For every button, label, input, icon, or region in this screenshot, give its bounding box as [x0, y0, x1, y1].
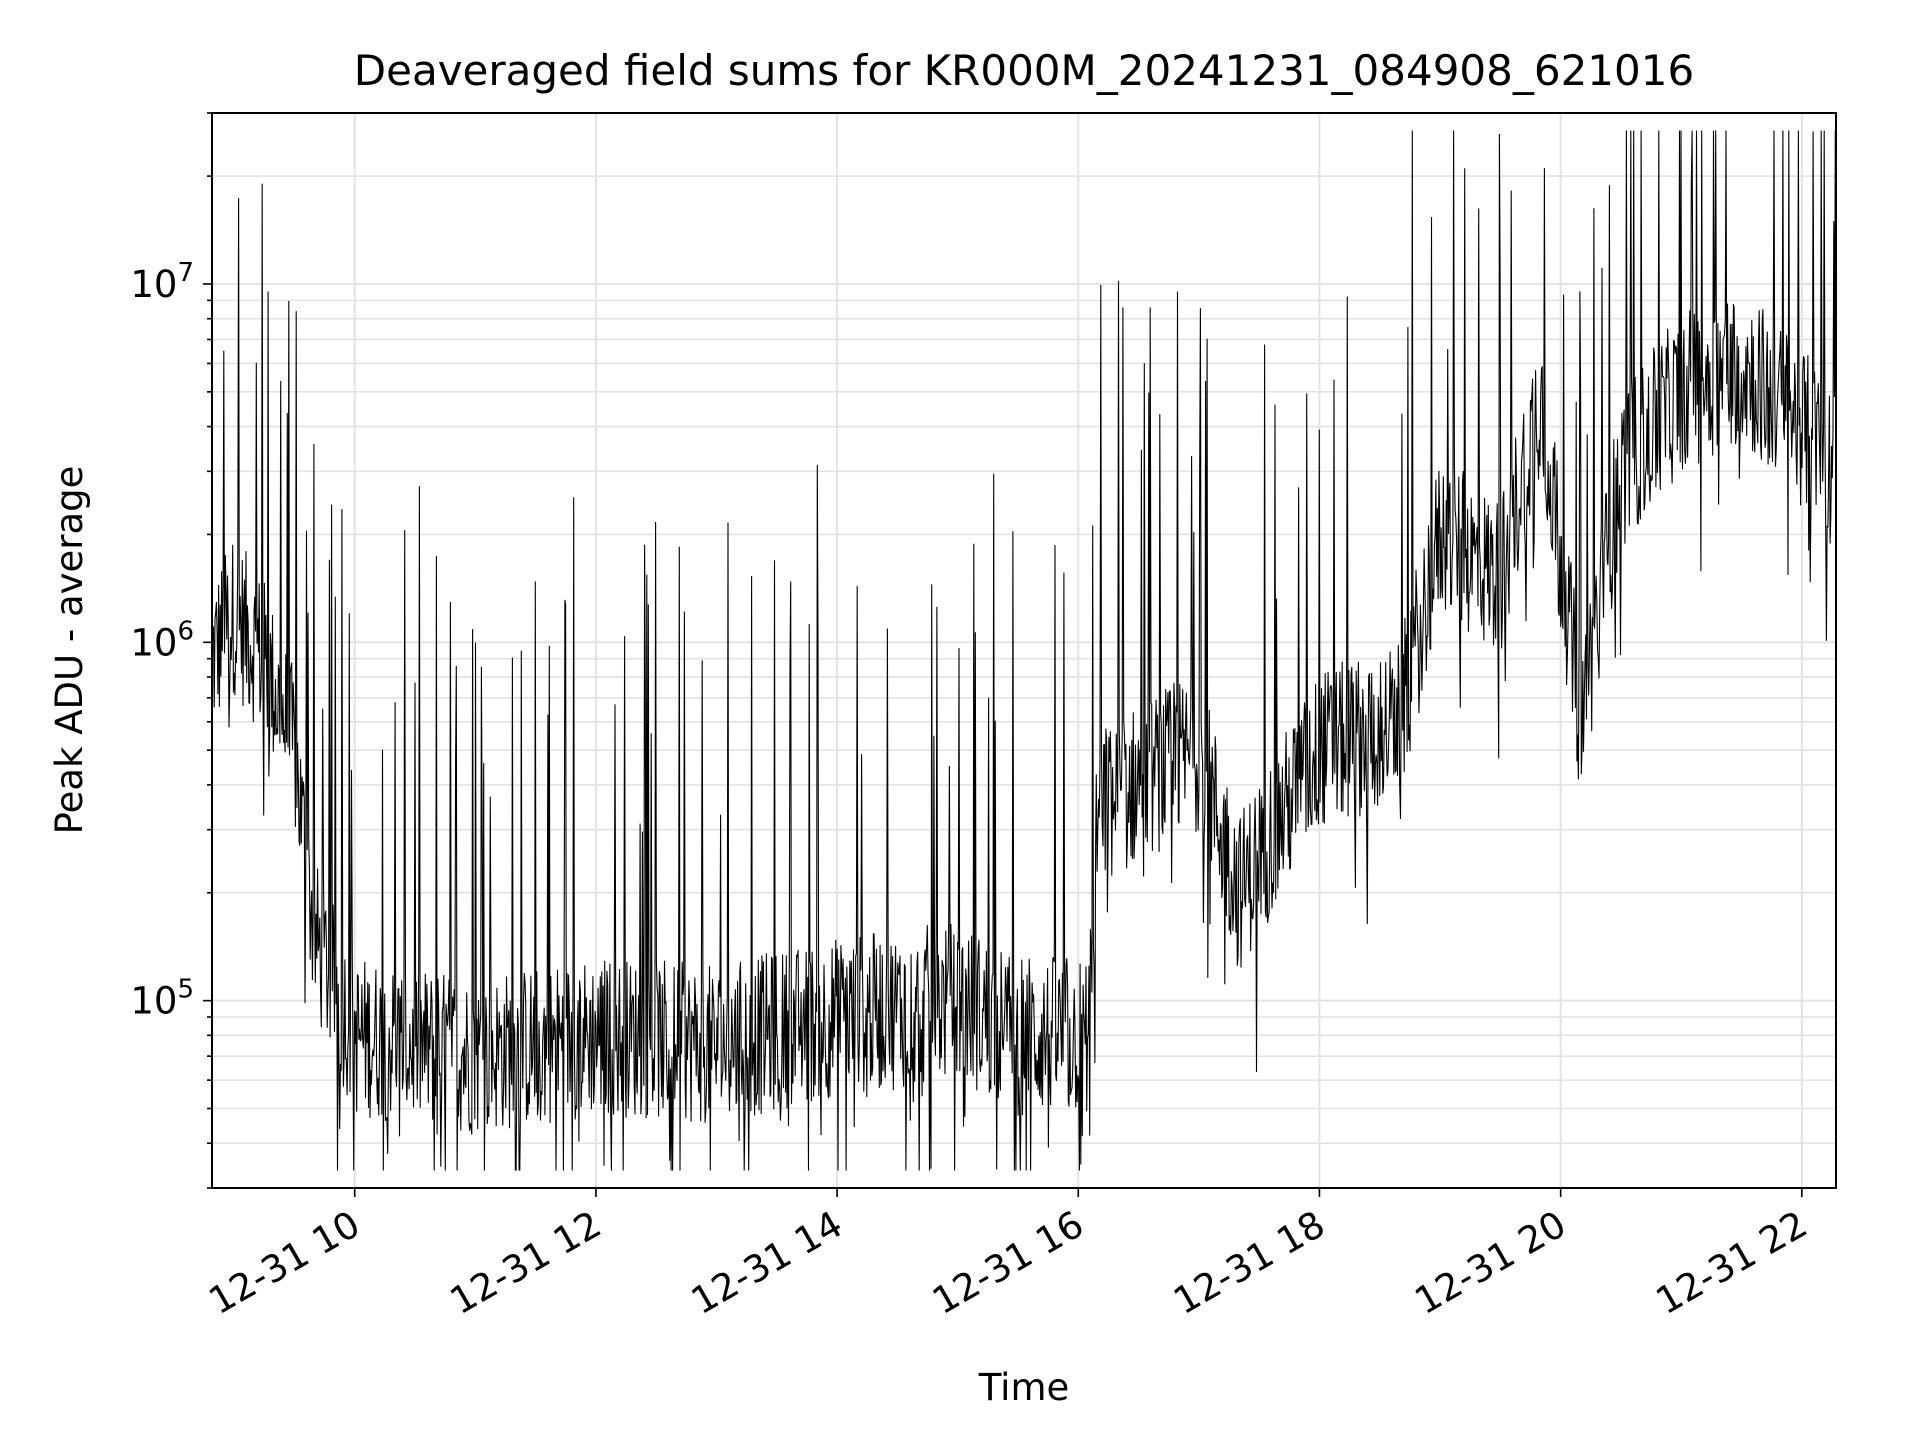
series-line	[211, 130, 1837, 1171]
y-tick-label: 106	[130, 616, 194, 664]
y-axis-label: Peak ADU - average	[48, 466, 91, 835]
data-series	[211, 130, 1837, 1171]
y-tick-label: 107	[130, 258, 194, 306]
plot-frame	[211, 112, 1837, 1189]
y-tick-label: 105	[130, 975, 194, 1023]
x-axis-label: Time	[978, 1366, 1070, 1409]
chart-title: Deaveraged field sums for KR000M_2024123…	[354, 46, 1694, 95]
